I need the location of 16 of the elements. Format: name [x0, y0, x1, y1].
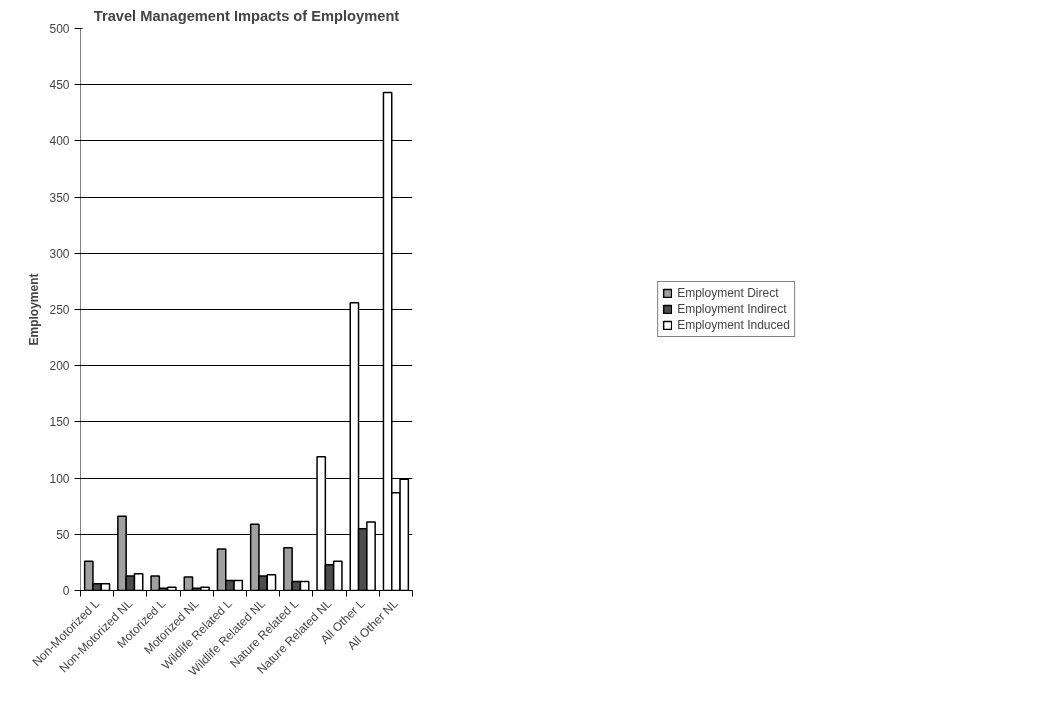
y-tick-label: 100	[49, 471, 70, 486]
legend-label: Employment Direct	[677, 286, 779, 300]
y-tick-label: 150	[49, 415, 70, 430]
y-tick-label: 500	[49, 22, 70, 36]
y-tick-label: 200	[49, 359, 70, 374]
y-tick-label: 50	[56, 527, 70, 542]
y-tick-label: 400	[49, 134, 70, 149]
legend-label: Employment Indirect	[677, 302, 787, 316]
y-axis-title: Employment	[27, 273, 42, 346]
y-tick-label: 450	[49, 78, 70, 93]
y-tick-label: 250	[49, 303, 70, 317]
chart-title: Travel Management Impacts of Employment	[93, 7, 400, 24]
y-tick-label: 350	[49, 190, 70, 205]
legend-label: Employment Induced	[677, 318, 790, 332]
y-tick-label: 300	[49, 246, 70, 261]
y-tick-label: 0	[62, 584, 70, 598]
